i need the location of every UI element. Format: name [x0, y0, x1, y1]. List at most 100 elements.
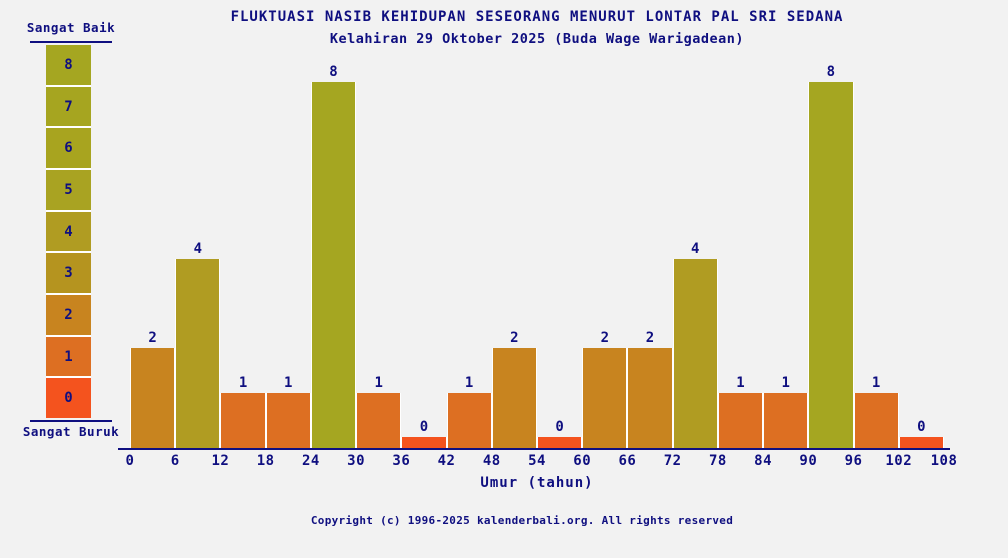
legend-cell: 0 — [46, 378, 91, 419]
bar-value-label: 4 — [193, 241, 203, 258]
legend-cell-value: 6 — [64, 140, 73, 157]
legend-cell-value: 5 — [64, 181, 73, 198]
bar-value-label: 8 — [826, 63, 836, 80]
x-axis-tick-label: 108 — [930, 453, 958, 469]
bar-slot: 2 — [627, 60, 673, 448]
bar-slot: 2 — [582, 60, 628, 448]
bar-value-label: 0 — [555, 419, 564, 435]
bar-slot: 1 — [853, 60, 899, 448]
legend-scale: 8 7 6 5 4 3 2 1 0 — [46, 45, 91, 419]
bar — [401, 437, 447, 448]
bar-chart: 2 4 1 1 8 1 0 1 2 0 2 2 4 1 1 8 1 0 — [130, 60, 944, 448]
bar — [672, 259, 718, 448]
bar — [220, 392, 266, 448]
x-axis-tick-label: 90 — [799, 453, 818, 469]
x-axis-tick-label: 36 — [392, 453, 411, 469]
x-axis-tick-label: 60 — [573, 453, 592, 469]
bar-slot: 8 — [310, 60, 357, 448]
legend-cell: 2 — [46, 295, 91, 337]
bar-value-label: 1 — [284, 374, 293, 391]
bar-slot: 4 — [175, 60, 221, 448]
legend-cell: 4 — [46, 211, 91, 254]
x-axis-tick-label: 24 — [301, 453, 320, 469]
bar-slot: 8 — [808, 60, 854, 448]
x-axis-title: Umur (tahun) — [480, 475, 594, 491]
bar-value-label: 2 — [600, 330, 610, 347]
x-axis-ticks: 0 6 12 18 24 30 36 42 48 54 60 66 72 78 84 90 96 102 108 — [126, 453, 957, 471]
legend-cell-value: 3 — [64, 265, 73, 282]
x-axis-tick-label: 96 — [844, 453, 863, 469]
bar-value-label: 1 — [238, 374, 248, 391]
bar — [627, 348, 673, 448]
bar — [898, 437, 944, 448]
bar — [491, 348, 537, 448]
legend-cell: 8 — [46, 45, 91, 87]
bar — [582, 348, 628, 448]
bar-value-label: 2 — [645, 330, 655, 347]
x-axis-tick-label: 42 — [437, 453, 456, 469]
bar — [175, 259, 221, 448]
legend-cell-value: 0 — [64, 390, 73, 407]
bar — [763, 392, 809, 448]
bar-value-label: 0 — [419, 419, 429, 435]
x-axis-tick-label: 72 — [663, 453, 682, 469]
bar-value-label: 0 — [917, 419, 926, 435]
x-axis-tick-label: 84 — [754, 453, 773, 469]
legend-cell-value: 1 — [64, 348, 73, 365]
legend-cell-value: 8 — [64, 56, 73, 73]
x-axis-tick-label: 12 — [211, 453, 230, 469]
bar-slot: 1 — [763, 60, 809, 448]
bar-slot: 1 — [265, 60, 311, 448]
bar — [130, 348, 176, 448]
bar-slot: 1 — [446, 60, 492, 448]
x-axis-tick-label: 30 — [347, 453, 366, 469]
x-axis-tick-label: 0 — [125, 453, 135, 469]
bar — [446, 392, 492, 448]
bar-slot: 1 — [356, 60, 402, 448]
x-axis-tick-label: 6 — [170, 453, 180, 469]
legend-cell-value: 2 — [64, 306, 73, 323]
legend-cell-value: 7 — [64, 98, 73, 115]
legend-cell: 7 — [46, 86, 91, 129]
bar-value-label: 8 — [329, 63, 338, 80]
bar-slot: 4 — [672, 60, 718, 448]
bar — [853, 392, 899, 448]
legend-bottom-rule — [30, 420, 112, 422]
x-axis-tick-label: 18 — [256, 453, 275, 469]
bar-value-label: 1 — [464, 374, 474, 391]
chart-subtitle: Kelahiran 29 Oktober 2025 (Buda Wage War… — [329, 31, 745, 47]
legend-cell: 5 — [46, 170, 91, 212]
legend-cell: 3 — [46, 253, 91, 296]
bar-slot: 0 — [536, 60, 583, 448]
bar-slot: 1 — [717, 60, 764, 448]
x-axis-tick-label: 48 — [482, 453, 501, 469]
bar — [265, 392, 311, 448]
legend-top-rule — [30, 41, 112, 43]
bar-value-label: 1 — [374, 374, 383, 391]
x-axis-line — [118, 448, 950, 450]
x-axis-tick-label: 66 — [618, 453, 637, 469]
x-axis-tick-label: 78 — [708, 453, 727, 469]
bar-slot: 2 — [491, 60, 537, 448]
bar-value-label: 4 — [691, 241, 700, 258]
bar-value-label: 1 — [736, 374, 745, 391]
legend-top-label: Sangat Baik — [26, 20, 116, 35]
bar-slot: 0 — [401, 60, 447, 448]
bar — [356, 392, 402, 448]
legend-cell-value: 4 — [64, 223, 73, 240]
bar-value-label: 1 — [871, 374, 881, 391]
chart-title: FLUKTUASI NASIB KEHIDUPAN SESEORANG MENU… — [230, 9, 844, 25]
bar-value-label: 2 — [148, 330, 157, 347]
bar-slot: 2 — [130, 60, 176, 448]
bar-slot: 1 — [220, 60, 266, 448]
bar-slot: 0 — [898, 60, 944, 448]
bar — [536, 437, 583, 448]
legend-cell: 6 — [46, 128, 91, 171]
bar — [808, 81, 854, 448]
bar-value-label: 2 — [510, 330, 519, 347]
copyright-text: Copyright (c) 1996-2025 kalenderbali.org… — [310, 514, 734, 527]
bar — [717, 392, 764, 448]
bar — [310, 81, 357, 448]
x-axis-tick-label: 54 — [528, 453, 546, 469]
